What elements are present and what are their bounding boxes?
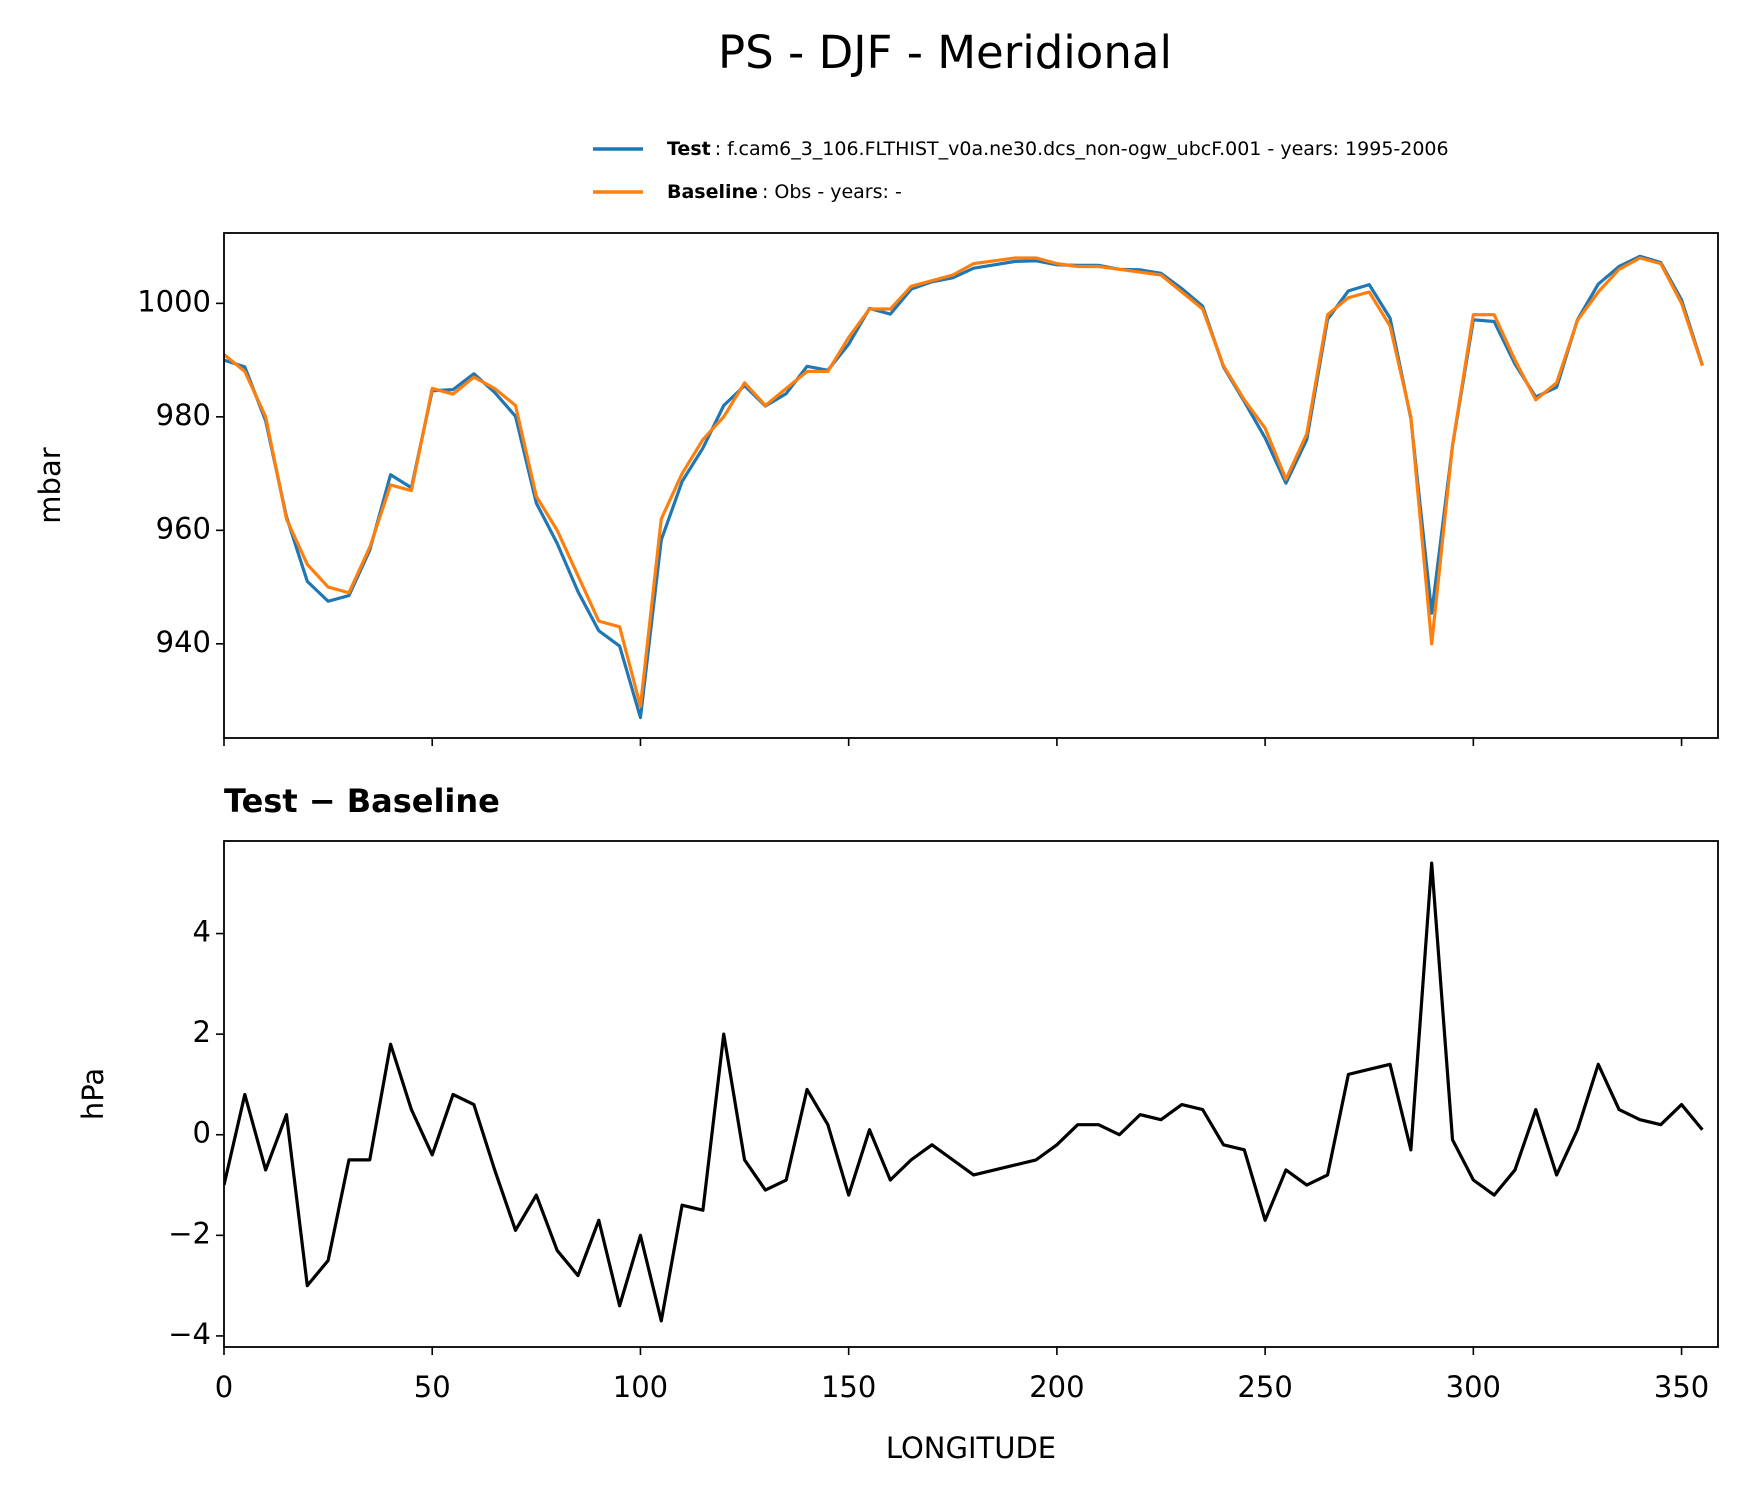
figure-title: PS - DJF - Meridional — [718, 26, 1172, 79]
y-tick-label: −2 — [168, 1216, 211, 1250]
y-tick-label: 2 — [193, 1015, 211, 1049]
legend-description: : Obs - years: - — [762, 181, 902, 203]
y-tick-label: 1000 — [137, 284, 211, 318]
y-tick-label: 4 — [193, 915, 211, 949]
x-tick-label: 250 — [1237, 1370, 1292, 1404]
y-tick-label: 960 — [156, 511, 211, 545]
y-tick-label: 940 — [156, 625, 211, 659]
plot-frame — [223, 232, 1719, 739]
x-tick-label: 200 — [1029, 1370, 1084, 1404]
y-tick-label: 0 — [193, 1116, 211, 1150]
legend-entry: Test: f.cam6_3_106.FLTHIST_v0a.ne30.dcs_… — [667, 138, 1449, 160]
x-tick-label: 350 — [1654, 1370, 1709, 1404]
legend-description: : f.cam6_3_106.FLTHIST_v0a.ne30.dcs_non-… — [715, 138, 1449, 160]
y-tick-label: −4 — [168, 1317, 211, 1351]
data-line — [224, 861, 1704, 1323]
plot-frame — [223, 840, 1719, 1348]
x-tick-label: 50 — [414, 1370, 451, 1404]
data-line — [224, 256, 1704, 708]
legend-name: Test — [667, 138, 711, 160]
data-line — [224, 254, 1704, 720]
x-tick-label: 300 — [1446, 1370, 1501, 1404]
y-tick-label: 980 — [156, 398, 211, 432]
legend-name: Baseline — [667, 181, 758, 203]
x-tick-label: 0 — [215, 1370, 233, 1404]
y-axis-label: hPa — [76, 1068, 110, 1120]
x-tick-label: 100 — [613, 1370, 668, 1404]
y-axis-label: mbar — [33, 447, 67, 523]
x-axis-label: LONGITUDE — [886, 1431, 1056, 1465]
legend-entry: Baseline: Obs - years: - — [667, 181, 902, 203]
x-tick-label: 150 — [821, 1370, 876, 1404]
subplot-title: Test − Baseline — [224, 782, 500, 820]
